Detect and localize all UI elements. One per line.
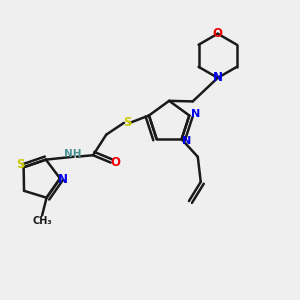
Text: S: S: [123, 116, 131, 129]
Text: O: O: [110, 156, 120, 169]
Text: N: N: [191, 109, 200, 119]
Text: NH: NH: [64, 149, 81, 159]
Text: N: N: [213, 71, 223, 84]
Text: N: N: [57, 173, 68, 186]
Text: O: O: [213, 27, 223, 40]
Text: CH₃: CH₃: [32, 216, 52, 226]
Text: N: N: [182, 136, 191, 146]
Text: S: S: [16, 158, 25, 171]
